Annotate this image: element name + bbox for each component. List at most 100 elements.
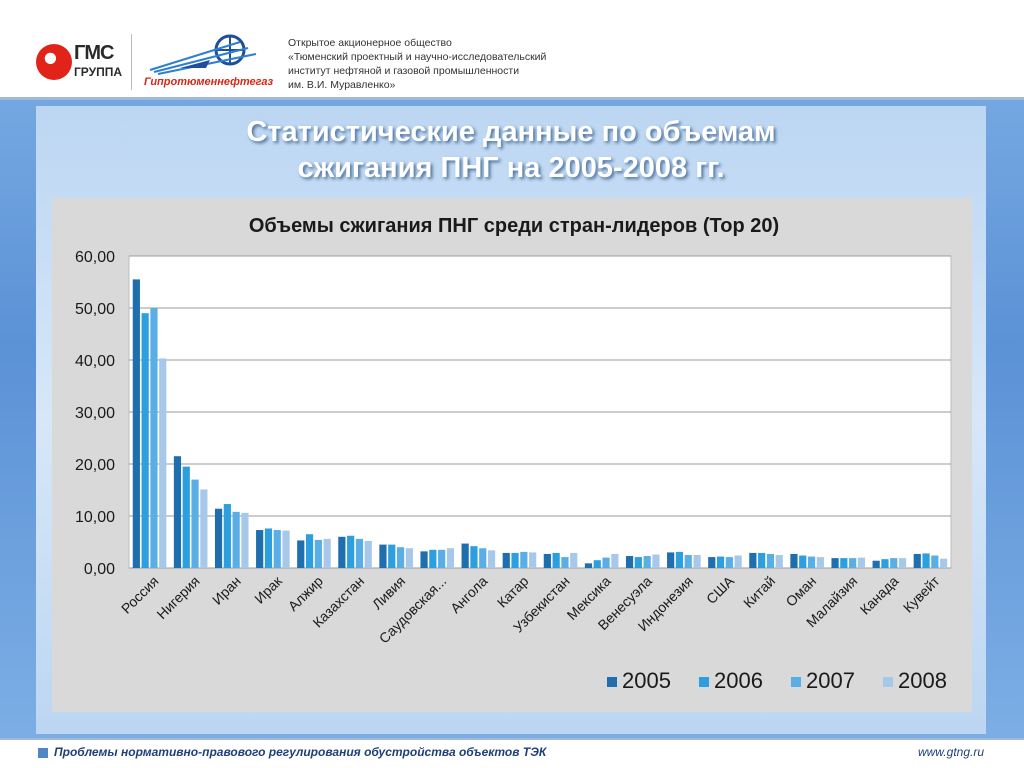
bar-2006: [305, 534, 314, 568]
x-tick-label: Ирак: [251, 572, 285, 606]
bar-2008: [159, 358, 167, 568]
legend-swatch: [607, 677, 617, 687]
footer-arrow-icon: [38, 748, 48, 758]
bar-2008: [775, 555, 783, 568]
bar-2006: [347, 535, 355, 568]
bar-chart: Объемы сжигания ПНГ среди стран-лидеров …: [75, 215, 952, 693]
x-tick-label: Иран: [209, 573, 244, 608]
bar-2007: [438, 549, 446, 568]
legend-label: 2007: [806, 668, 855, 693]
bar-2008: [446, 548, 455, 568]
bar-2005: [297, 540, 305, 568]
slide-title-line: Статистические данные по объемам: [246, 116, 776, 148]
bar-2008: [570, 552, 578, 568]
bar-2005: [420, 551, 428, 568]
x-tick-label: Катар: [494, 573, 532, 611]
bar-2006: [429, 549, 437, 568]
bar-2005: [667, 552, 675, 568]
bar-2007: [807, 556, 816, 568]
bar-layer: [132, 279, 948, 568]
legend: 2005 2006 2007 2008: [607, 668, 947, 693]
bar-2006: [223, 504, 231, 568]
bar-2006: [799, 555, 807, 568]
x-tick-label: Оман: [782, 573, 819, 610]
legend-label: 2005: [622, 668, 671, 693]
y-tick-label: 30,00: [75, 405, 115, 422]
bar-2005: [338, 536, 346, 568]
bar-2007: [684, 555, 692, 568]
bar-2005: [831, 558, 839, 568]
bar-2008: [529, 552, 537, 568]
gms-logo: ГМС ГРУППА: [36, 40, 126, 84]
bar-2005: [913, 553, 921, 568]
legend-swatch: [699, 677, 709, 687]
bar-2006: [634, 557, 642, 568]
bar-2007: [890, 558, 898, 568]
bar-2005: [502, 552, 510, 568]
slide-title-line: сжигания ПНГ на 2005-2008 гг.: [297, 152, 725, 184]
bar-2007: [643, 556, 651, 568]
x-tick-label: США: [703, 572, 738, 607]
bar-2008: [405, 548, 413, 568]
bar-2007: [355, 538, 364, 568]
chart-title: Объемы сжигания ПНГ среди стран-лидеров …: [249, 215, 779, 237]
bar-2005: [461, 543, 469, 568]
bar-2005: [584, 563, 593, 568]
legend-label: 2006: [714, 668, 763, 693]
bar-2008: [898, 558, 907, 568]
bar-2006: [264, 528, 273, 568]
bar-2008: [282, 530, 290, 568]
bar-2006: [593, 560, 601, 568]
gms-logo-name: ГМС: [74, 42, 114, 64]
bar-2005: [790, 553, 798, 568]
bar-2007: [479, 548, 487, 568]
x-tick-label: Китай: [740, 573, 778, 611]
bar-2008: [200, 489, 208, 568]
bar-2006: [758, 552, 766, 568]
bar-2005: [625, 556, 634, 568]
bar-2005: [214, 508, 223, 568]
bar-2007: [602, 557, 610, 568]
bar-2005: [872, 560, 880, 568]
legend-swatch: [883, 677, 893, 687]
bar-2008: [487, 550, 496, 568]
bar-2006: [388, 544, 396, 568]
footer: Проблемы нормативно-правового регулирова…: [0, 738, 1024, 768]
company-description: Открытое акционерное общество «Тюменский…: [288, 36, 588, 92]
bar-2007: [273, 530, 281, 568]
bar-2006: [511, 552, 519, 568]
bar-2007: [766, 553, 775, 568]
bar-2008: [611, 553, 619, 568]
bar-2006: [881, 559, 889, 568]
x-tick-label: Ангола: [447, 573, 490, 616]
y-axis-ticks: 0,00 10,00 20,00 30,00 40,00 50,00 60,00: [75, 249, 115, 578]
bar-2008: [323, 538, 331, 568]
x-tick-label: Ливия: [369, 573, 408, 612]
y-tick-label: 20,00: [75, 457, 115, 474]
bar-2007: [396, 547, 405, 568]
bar-2006: [470, 546, 478, 568]
y-tick-label: 10,00: [75, 509, 115, 526]
bar-2005: [749, 552, 757, 568]
bar-2008: [241, 512, 249, 568]
legend-label: 2008: [898, 668, 947, 693]
bar-2006: [922, 553, 930, 568]
company-line: им. В.И. Муравленко»: [288, 79, 396, 91]
bar-2006: [840, 558, 848, 568]
bar-2007: [314, 539, 322, 568]
gms-logo-group: ГРУППА: [74, 65, 123, 79]
bar-2006: [552, 552, 560, 568]
y-tick-label: 40,00: [75, 353, 115, 370]
bar-2007: [561, 557, 569, 568]
footer-url[interactable]: www.gtng.ru: [917, 745, 984, 759]
bar-2005: [173, 456, 182, 568]
x-tick-label: Нигерия: [153, 573, 202, 622]
bar-2005: [132, 279, 140, 568]
bar-2006: [675, 551, 684, 568]
bar-2005: [256, 530, 264, 568]
bar-2007: [849, 558, 857, 568]
gipro-emblem-icon: [149, 34, 257, 75]
header: ГМС ГРУППА Гипротюменнефтегаз Открытое а…: [0, 0, 1024, 100]
bar-2008: [652, 554, 660, 568]
